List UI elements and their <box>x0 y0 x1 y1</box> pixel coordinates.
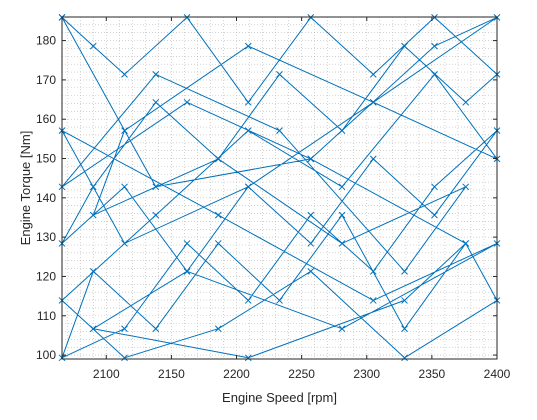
data-point-marker <box>244 354 252 362</box>
data-point-marker <box>338 127 346 134</box>
data-point-marker <box>462 240 470 247</box>
data-point-marker <box>152 71 160 78</box>
data-point-marker <box>401 267 408 275</box>
data-point-marker <box>121 71 128 78</box>
data-point-marker <box>121 240 128 247</box>
y-tick-label: 180 <box>36 34 56 48</box>
data-point-marker <box>244 183 252 191</box>
series-line <box>61 16 498 359</box>
data-point-marker <box>401 297 408 304</box>
data-point-marker <box>307 155 315 163</box>
x-tick-label: 2100 <box>93 367 120 381</box>
data-layer <box>58 14 501 362</box>
y-tick-label: 170 <box>36 73 56 87</box>
y-tick-label: 120 <box>36 269 56 283</box>
data-point-marker <box>244 98 252 106</box>
data-point-marker <box>89 267 97 275</box>
x-tick-label: 2300 <box>353 367 380 381</box>
data-point-marker <box>121 127 128 134</box>
data-point-marker <box>401 42 408 50</box>
y-tick-label: 110 <box>37 309 56 323</box>
data-point-marker <box>338 183 346 191</box>
data-point-marker <box>121 325 128 333</box>
data-point-marker <box>152 98 160 106</box>
data-point-marker <box>276 71 283 78</box>
data-point-marker <box>276 297 283 304</box>
axes-layer: 2100 2150 2200 2250 2300 2350 2400 100 110 120 130… <box>36 17 511 381</box>
data-point-marker <box>338 211 346 219</box>
y-tick-label: 130 <box>36 230 56 244</box>
data-point-marker <box>369 71 377 78</box>
data-point-marker <box>338 325 346 333</box>
y-tick-label: 100 <box>36 348 56 362</box>
data-point-marker <box>369 297 377 304</box>
data-point-marker <box>431 183 438 191</box>
data-point-marker <box>462 98 470 106</box>
data-point-marker <box>307 240 315 247</box>
data-point-marker <box>244 127 252 134</box>
data-point-marker <box>431 42 438 50</box>
x-tick-label: 2400 <box>484 367 511 381</box>
y-axis-label: Engine Torque [Nm] <box>18 131 33 246</box>
data-point-marker <box>152 183 160 191</box>
data-point-marker <box>89 211 97 219</box>
x-tick-label: 2200 <box>223 367 250 381</box>
data-point-marker <box>462 183 470 191</box>
x-tick-label: 2150 <box>158 367 185 381</box>
data-point-marker <box>244 297 252 304</box>
data-point-marker <box>401 325 408 333</box>
x-tick-label: 2350 <box>419 367 446 381</box>
data-point-marker <box>89 325 97 333</box>
y-tick-label: 160 <box>36 112 56 126</box>
data-point-marker <box>183 98 191 106</box>
y-tick-label: 150 <box>36 152 56 166</box>
plot-box <box>61 16 498 360</box>
data-point-marker <box>89 183 97 191</box>
data-point-marker <box>431 211 438 219</box>
x-axis-label: Engine Speed [rpm] <box>222 390 337 405</box>
data-point-marker <box>369 155 377 163</box>
data-point-marker <box>369 98 377 106</box>
data-point-marker <box>431 71 438 78</box>
data-point-marker <box>152 325 160 333</box>
data-point-marker <box>152 211 160 219</box>
data-point-marker <box>183 267 191 275</box>
data-point-marker <box>121 183 128 191</box>
data-point-marker <box>369 267 377 275</box>
data-point-marker <box>214 325 222 333</box>
data-point-marker <box>183 240 191 247</box>
y-tick-label: 140 <box>36 191 56 205</box>
data-point-marker <box>121 354 128 362</box>
data-point-marker <box>214 155 222 163</box>
data-point-marker <box>214 240 222 247</box>
data-point-marker <box>244 42 252 50</box>
data-point-marker <box>89 42 97 50</box>
data-point-marker <box>276 127 283 134</box>
x-tick-label: 2250 <box>288 367 315 381</box>
data-point-marker <box>214 211 222 219</box>
data-point-marker <box>307 211 315 219</box>
data-point-marker <box>401 354 408 362</box>
data-point-marker <box>307 267 315 275</box>
data-point-marker <box>338 240 346 247</box>
